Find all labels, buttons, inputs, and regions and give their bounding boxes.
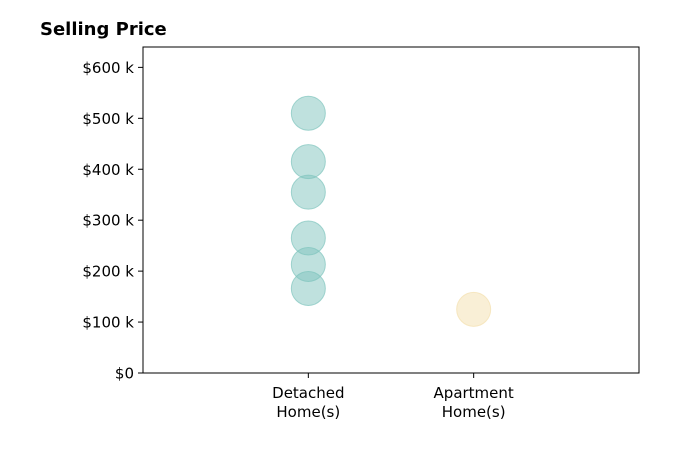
data-point xyxy=(290,95,326,131)
plot-frame xyxy=(142,46,640,374)
y-axis: $0 $100 k $200 k $300 k $400 k $500 k $600 k xyxy=(82,59,143,383)
x-category-label: Home(s) xyxy=(276,403,340,421)
data-point xyxy=(290,174,326,210)
y-tick-label: $0 xyxy=(115,365,134,383)
chart-title: Selling Price xyxy=(40,19,167,40)
data-points xyxy=(290,95,492,327)
y-tick-label: $100 k xyxy=(82,314,134,332)
y-tick-label: $300 k xyxy=(82,212,134,230)
data-point xyxy=(456,291,492,327)
x-category-label: Apartment xyxy=(434,384,514,402)
y-tick-label: $500 k xyxy=(82,110,134,128)
data-point xyxy=(290,270,326,306)
y-tick-label: $400 k xyxy=(82,161,134,179)
y-tick-label: $200 k xyxy=(82,263,134,281)
x-category-label: Home(s) xyxy=(442,403,506,421)
y-tick-label: $600 k xyxy=(82,59,134,77)
x-category-label: Detached xyxy=(272,384,344,402)
data-point xyxy=(290,144,326,180)
